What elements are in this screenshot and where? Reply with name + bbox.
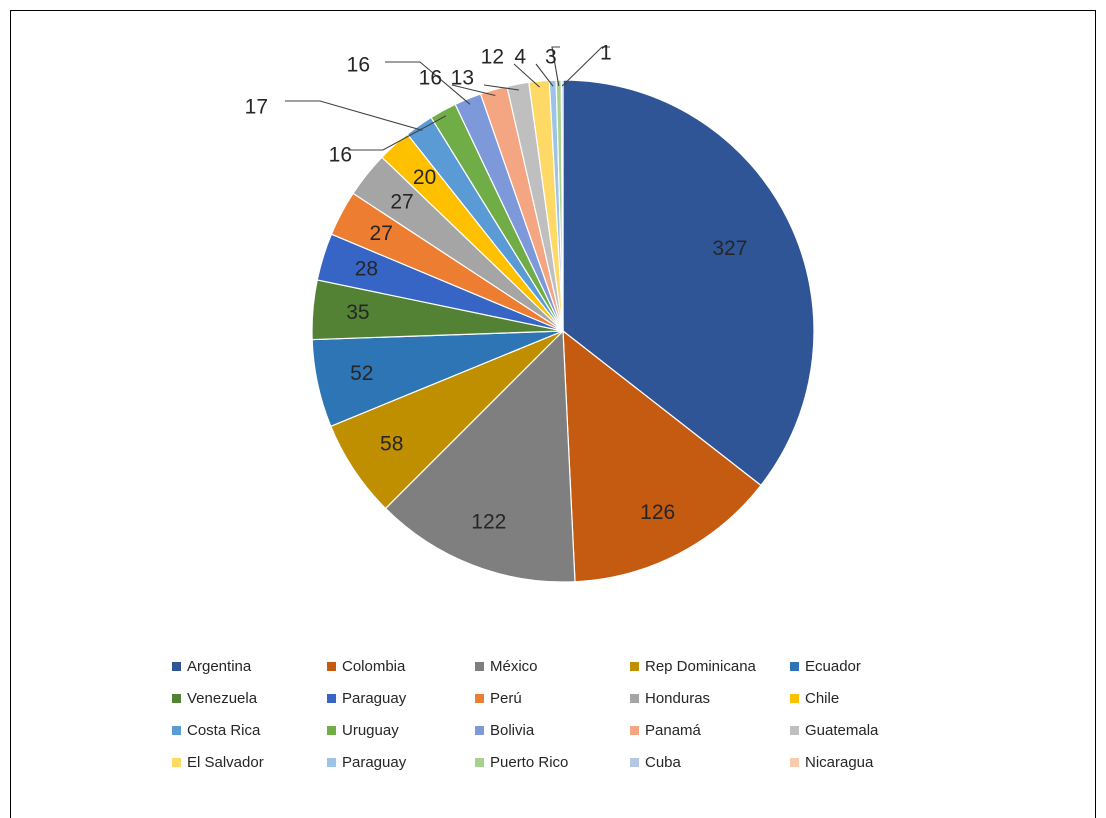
pie-slice-mexico-2: [384, 329, 576, 583]
legend-swatch: [790, 693, 799, 703]
legend-item-honduras-8: Honduras: [630, 688, 790, 708]
legend-label: Cuba: [645, 753, 681, 771]
legend-swatch: [172, 661, 181, 671]
legend-swatch: [172, 725, 181, 735]
data-label-venezuela-5: 35: [346, 301, 369, 324]
legend-swatch: [172, 757, 181, 767]
legend-item-chile-9: Chile: [790, 688, 932, 708]
data-label-paraguay-6: 28: [355, 258, 378, 281]
data-label-paraguay-16: 4: [514, 46, 526, 69]
legend-swatch: [630, 757, 639, 767]
legend-item-puerto-rico-17: Puerto Rico: [475, 752, 630, 772]
legend-item-argentina-0: Argentina: [172, 656, 327, 676]
data-label-costa-rica-10: 17: [245, 96, 268, 119]
data-label-cuba-18: 1: [600, 42, 612, 65]
legend-item-cuba-18: Cuba: [630, 752, 790, 772]
legend-label: Argentina: [187, 657, 252, 675]
data-label-honduras-8: 27: [390, 190, 413, 213]
leader-lines: [285, 46, 610, 151]
legend-label: Bolivia: [490, 721, 535, 739]
legend-label: Guatemala: [805, 721, 879, 739]
legend-item-colombia-1: Colombia: [327, 656, 475, 676]
legend-label: Costa Rica: [187, 721, 261, 739]
leader-line-panama-13: [451, 84, 496, 97]
legend-item-peru-7: Perú: [475, 688, 630, 708]
pie-slice-colombia-1: [562, 329, 762, 583]
legend-label: Puerto Rico: [490, 753, 569, 771]
legend-label: Colombia: [342, 657, 406, 675]
legend-item-bolivia-12: Bolivia: [475, 720, 630, 740]
legend-item-uruguay-11: Uruguay: [327, 720, 475, 740]
legend-label: Paraguay: [342, 689, 407, 707]
data-label-puerto-rico-17: 3: [545, 46, 557, 69]
data-label-bolivia-12: 16: [347, 54, 370, 77]
legend-item-paraguay-16: Paraguay: [327, 752, 475, 772]
data-label-mexico-2: 122: [471, 511, 506, 534]
data-label-peru-7: 27: [370, 222, 393, 245]
legend-swatch: [630, 661, 639, 671]
legend-label: El Salvador: [187, 753, 264, 771]
legend-label: Ecuador: [805, 657, 861, 675]
legend-swatch: [475, 693, 484, 703]
legend-swatch: [327, 693, 336, 703]
legend-label: Honduras: [645, 689, 711, 707]
leader-line-el-salvador-15: [513, 63, 540, 88]
legend-swatch: [630, 693, 639, 703]
legend-label: Chile: [805, 689, 840, 707]
data-label-colombia-1: 126: [640, 501, 675, 524]
legend-swatch: [475, 725, 484, 735]
legend-swatch: [790, 725, 799, 735]
legend-label: Panamá: [645, 721, 701, 739]
legend: Argentina Colombia México Rep Dominicana Ecu…: [172, 656, 932, 772]
leader-line-cuba-18: [561, 46, 610, 87]
data-label-chile-9: 20: [413, 166, 436, 189]
pie-slice-cuba-18: [560, 79, 564, 332]
data-label-el-salvador-15: 12: [481, 46, 504, 69]
legend-item-paraguay-6: Paraguay: [327, 688, 475, 708]
legend-label: Perú: [490, 689, 522, 707]
legend-label: Rep Dominicana: [645, 657, 756, 675]
legend-item-venezuela-5: Venezuela: [172, 688, 327, 708]
legend-item-costa-rica-10: Costa Rica: [172, 720, 327, 740]
legend-swatch: [790, 661, 799, 671]
legend-swatch: [327, 757, 336, 767]
pie-slice-argentina-0: [562, 79, 815, 487]
leader-line-costa-rica-10: [285, 100, 423, 131]
legend-label: Nicaragua: [805, 753, 874, 771]
legend-swatch: [630, 725, 639, 735]
data-label-uruguay-11: 16: [329, 144, 352, 167]
data-label-argentina-0: 327: [712, 237, 747, 260]
data-label-rep-dominicana-3: 58: [380, 433, 403, 456]
legend-item-nicaragua-19: Nicaragua: [790, 752, 932, 772]
legend-item-panama-13: Panamá: [630, 720, 790, 740]
legend-swatch: [172, 693, 181, 703]
leader-line-guatemala-14: [483, 84, 519, 91]
leader-line-uruguay-11: [348, 115, 447, 151]
legend-label: Venezuela: [187, 689, 258, 707]
legend-item-guatemala-14: Guatemala: [790, 720, 932, 740]
legend-item-ecuador-4: Ecuador: [790, 656, 932, 676]
legend-item-el-salvador-15: El Salvador: [172, 752, 327, 772]
legend-swatch: [327, 661, 336, 671]
legend-swatch: [790, 757, 799, 767]
legend-item-rep-dominicana-3: Rep Dominicana: [630, 656, 790, 676]
legend-label: Paraguay: [342, 753, 407, 771]
leader-line-paraguay-16: [535, 63, 554, 87]
data-label-ecuador-4: 52: [350, 362, 373, 385]
leader-line-bolivia-12: [385, 61, 471, 105]
pie-slices: [311, 79, 815, 583]
data-label-panama-13: 16: [419, 67, 442, 90]
data-label-guatemala-14: 13: [451, 67, 474, 90]
legend-swatch: [327, 725, 336, 735]
legend-item-mexico-2: México: [475, 656, 630, 676]
legend-label: Uruguay: [342, 721, 399, 739]
leader-line-puerto-rico-17: [551, 46, 560, 87]
legend-swatch: [475, 661, 484, 671]
legend-label: México: [490, 657, 538, 675]
legend-swatch: [475, 757, 484, 767]
